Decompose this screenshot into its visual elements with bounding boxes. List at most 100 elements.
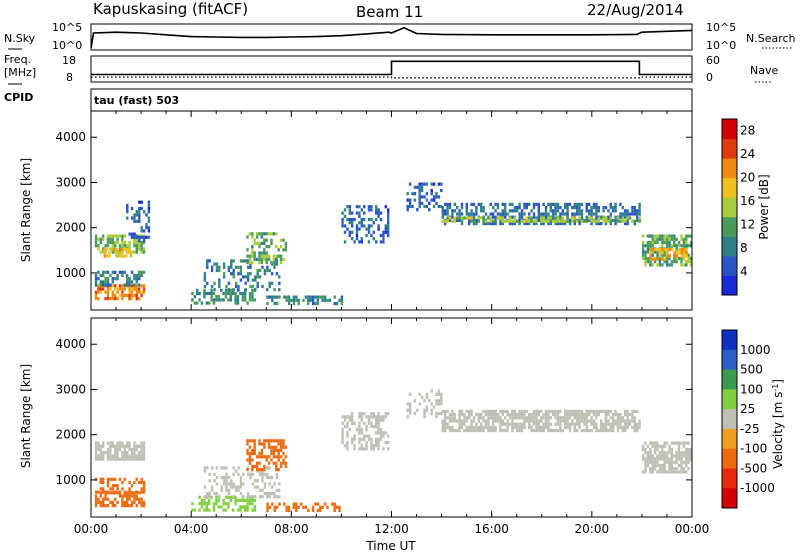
velocity-cell <box>646 460 650 464</box>
velocity-cell <box>520 425 524 429</box>
velocity-cell <box>578 416 581 420</box>
velocity-cell <box>435 399 438 403</box>
velocity-cell <box>215 498 218 503</box>
velocity-cell <box>532 416 536 420</box>
velocity-cell <box>99 494 102 498</box>
velocity-cell <box>377 428 380 432</box>
velocity-cell <box>408 402 412 406</box>
velocity-cell <box>277 468 280 472</box>
velocity-cell <box>644 447 647 452</box>
velocity-cell <box>126 454 129 458</box>
velocity-cell <box>499 419 502 423</box>
power-cell <box>109 234 112 238</box>
power-cell <box>121 234 124 238</box>
velocity-cell <box>367 434 371 438</box>
power-cell <box>129 254 133 258</box>
velocity-cell <box>573 409 576 413</box>
y-tick-label: 4000 <box>55 337 86 351</box>
velocity-cell <box>444 422 447 426</box>
power-cell <box>475 209 478 213</box>
velocity-cell <box>673 467 676 471</box>
power-cell <box>316 298 320 302</box>
velocity-cell <box>267 445 271 449</box>
power-cell <box>135 240 138 245</box>
velocity-cell <box>602 429 605 433</box>
velocity-cell <box>263 445 266 449</box>
power-cell <box>251 298 254 302</box>
velocity-cell <box>537 413 540 417</box>
velocity-cell <box>114 457 117 461</box>
velocity-cell <box>641 447 645 452</box>
power-cell <box>114 250 117 254</box>
velocity-cell <box>607 409 610 413</box>
velocity-cell <box>253 505 256 509</box>
velocity-cell <box>511 413 514 417</box>
velocity-cell <box>246 458 249 462</box>
power-cell <box>230 265 233 269</box>
power-cell <box>641 234 645 238</box>
power-cell <box>135 287 138 291</box>
velocity-cell <box>418 392 421 396</box>
velocity-cell <box>130 447 134 452</box>
power-cell <box>532 206 536 210</box>
velocity-cell <box>123 504 126 508</box>
power-cell <box>609 212 612 216</box>
power-cell <box>468 218 471 222</box>
power-cell <box>532 222 536 226</box>
velocity-cell <box>566 409 569 413</box>
power-cell <box>651 248 655 252</box>
power-cell <box>451 219 454 223</box>
velocity-cell <box>213 479 216 483</box>
velocity-cell <box>516 425 519 429</box>
power-cell <box>333 295 336 299</box>
power-cell <box>685 251 688 255</box>
power-cell <box>689 244 693 248</box>
power-cell <box>614 215 617 219</box>
power-cell <box>532 202 536 206</box>
velocity-cell <box>484 409 488 413</box>
power-cell <box>255 235 259 239</box>
velocity-cell <box>377 418 380 422</box>
power-cell <box>665 234 669 238</box>
power-cell <box>271 298 274 302</box>
velocity-cell <box>208 498 211 503</box>
power-cell <box>227 281 231 285</box>
velocity-cell <box>121 457 124 461</box>
power-cell <box>600 216 603 220</box>
power-cell <box>203 288 206 292</box>
velocity-cell <box>580 409 584 413</box>
velocity-cell <box>220 475 223 480</box>
velocity-cell <box>451 429 454 433</box>
power-cell <box>525 219 528 223</box>
velocity-cell <box>646 454 650 458</box>
power-cell <box>118 270 122 274</box>
power-cell <box>335 301 339 306</box>
power-cell <box>499 216 502 220</box>
velocity-cell <box>624 409 627 413</box>
velocity-cell <box>547 409 550 413</box>
power-cell <box>518 222 521 226</box>
power-cell <box>542 219 545 223</box>
velocity-cell <box>138 451 141 455</box>
power-cell <box>588 202 591 206</box>
velocity-cell <box>118 447 122 452</box>
power-cell <box>244 259 247 263</box>
power-cell <box>554 202 557 206</box>
velocity-cell <box>554 429 557 433</box>
velocity-cell <box>343 415 347 419</box>
power-cell <box>590 206 593 210</box>
power-cell <box>387 221 390 225</box>
power-cell <box>430 198 433 202</box>
velocity-cell <box>292 505 296 509</box>
power-cell <box>246 272 250 276</box>
velocity-cell <box>668 467 671 471</box>
velocity-cell <box>585 416 588 420</box>
power-cell <box>241 291 244 296</box>
power-cell <box>311 301 315 306</box>
power-cell <box>609 222 612 226</box>
power-cell <box>273 288 276 292</box>
power-cell <box>220 288 223 292</box>
velocity-cell <box>578 413 581 417</box>
power-cell <box>287 295 291 299</box>
velocity-cell <box>680 470 683 474</box>
